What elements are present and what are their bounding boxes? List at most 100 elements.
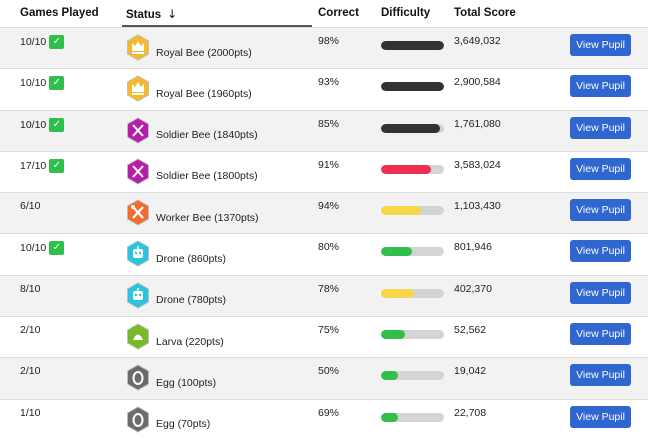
difficulty-bar-fill bbox=[381, 164, 431, 174]
games-played-cell: 1/10 bbox=[20, 407, 40, 419]
correct-value: 69% bbox=[318, 406, 340, 419]
header-games-played[interactable]: Games Played bbox=[20, 7, 99, 19]
games-played-value: 1/10 bbox=[20, 406, 41, 419]
total-score-value: 402,370 bbox=[454, 282, 492, 295]
correct-value: 93% bbox=[318, 76, 340, 89]
difficulty-bar-fill bbox=[381, 123, 441, 133]
view-pupil-button[interactable]: View Pupil bbox=[570, 157, 631, 180]
table-row: 1/10 Egg (70pts) 69% 22,708 View Pupil bbox=[0, 398, 648, 440]
table-body: 10/10 ✓ Royal Bee (2000pts) 98% 3,649,032 Vie… bbox=[0, 27, 648, 440]
total-score-value: 2,900,584 bbox=[454, 76, 501, 89]
view-pupil-button[interactable]: View Pupil bbox=[570, 240, 631, 263]
difficulty-bar bbox=[381, 123, 444, 133]
view-pupil-button[interactable]: View Pupil bbox=[570, 281, 631, 304]
view-pupil-button[interactable]: View Pupil bbox=[570, 34, 631, 56]
difficulty-bar-fill bbox=[381, 41, 444, 50]
games-played-value: 2/10 bbox=[20, 324, 41, 337]
difficulty-bar bbox=[381, 247, 444, 257]
status-label: Worker Bee (1370pts) bbox=[156, 211, 259, 224]
header-difficulty[interactable]: Difficulty bbox=[381, 7, 431, 19]
status-label: Soldier Bee (1840pts) bbox=[156, 129, 258, 142]
table-row: 10/10 ✓ Drone (860pts) 80% 801,946 View Pupil bbox=[0, 233, 648, 274]
table-row: 10/10 ✓ Royal Bee (1960pts) 93% 2,900,584 Vie… bbox=[0, 68, 648, 109]
view-pupil-button[interactable]: View Pupil bbox=[570, 364, 631, 387]
difficulty-bar-fill bbox=[381, 371, 398, 381]
difficulty-bar bbox=[381, 330, 444, 340]
status-cell: Drone (780pts) bbox=[126, 282, 226, 309]
games-played-value: 8/10 bbox=[20, 282, 41, 295]
swords-icon bbox=[127, 117, 149, 144]
view-pupil-button[interactable]: View Pupil bbox=[570, 323, 631, 346]
correct-value: 98% bbox=[318, 35, 340, 47]
games-played-value: 10/10 bbox=[20, 242, 47, 255]
total-score-value: 22,708 bbox=[454, 406, 487, 419]
total-score-value: 52,562 bbox=[454, 324, 487, 337]
status-label: Larva (220pts) bbox=[156, 335, 224, 348]
table-header: Games Played Status ↓ Correct Difficulty … bbox=[0, 0, 648, 27]
egg-icon bbox=[127, 406, 149, 433]
difficulty-bar bbox=[381, 371, 444, 381]
swords-icon bbox=[127, 158, 149, 185]
robot-icon bbox=[127, 282, 149, 309]
status-cell: Drone (860pts) bbox=[126, 240, 227, 268]
table-row: 10/10 ✓ Royal Bee (2000pts) 98% 3,649,032 Vie… bbox=[0, 27, 648, 69]
table-row: 8/10 Drone (780pts) 78% 402,370 View Pupil bbox=[0, 274, 648, 317]
games-played-cell: 10/10 ✓ bbox=[20, 241, 65, 256]
difficulty-bar-fill bbox=[381, 82, 444, 92]
games-played-value: 10/10 bbox=[20, 36, 47, 48]
view-pupil-button[interactable]: View Pupil bbox=[570, 199, 631, 222]
view-pupil-button[interactable]: View Pupil bbox=[570, 116, 631, 139]
total-score-value: 3,649,032 bbox=[454, 35, 501, 47]
arrow-down-icon[interactable]: ↓ bbox=[167, 7, 178, 21]
tools-icon bbox=[127, 199, 149, 226]
games-played-cell: 17/10 ✓ bbox=[20, 158, 65, 173]
total-score-value: 3,583,024 bbox=[454, 158, 501, 171]
total-score-value: 19,042 bbox=[454, 365, 487, 378]
difficulty-bar bbox=[381, 412, 444, 422]
view-pupil-button[interactable]: View Pupil bbox=[570, 75, 631, 98]
status-label: Royal Bee (1960pts) bbox=[156, 87, 252, 100]
check-icon: ✓ bbox=[49, 76, 65, 91]
difficulty-bar bbox=[381, 41, 444, 50]
table-row: 17/10 ✓ Soldier Bee (1800pts) 91% 3,583,024 V… bbox=[0, 150, 648, 192]
games-played-cell: 10/10 ✓ bbox=[20, 76, 65, 91]
correct-value: 75% bbox=[318, 324, 340, 337]
status-cell: Egg (100pts) bbox=[126, 364, 216, 391]
correct-value: 80% bbox=[318, 241, 340, 254]
check-icon: ✓ bbox=[49, 117, 65, 132]
status-label: Soldier Bee (1800pts) bbox=[156, 170, 258, 183]
status-label: Drone (860pts) bbox=[156, 252, 227, 265]
difficulty-bar-fill bbox=[381, 206, 421, 216]
status-label: Egg (100pts) bbox=[156, 376, 217, 389]
header-correct[interactable]: Correct bbox=[318, 7, 359, 19]
difficulty-bar bbox=[381, 164, 444, 174]
header-status-label[interactable]: Status bbox=[126, 9, 162, 21]
total-score-value: 801,946 bbox=[454, 241, 492, 254]
difficulty-bar-fill bbox=[381, 412, 398, 422]
correct-value: 50% bbox=[318, 365, 340, 378]
status-cell: Soldier Bee (1800pts) bbox=[126, 158, 258, 185]
status-cell: Worker Bee (1370pts) bbox=[126, 199, 259, 226]
status-cell: Egg (70pts) bbox=[126, 406, 210, 433]
total-score-value: 1,761,080 bbox=[454, 117, 501, 130]
games-played-value: 10/10 bbox=[20, 77, 47, 90]
check-icon: ✓ bbox=[49, 158, 65, 173]
games-played-value: 6/10 bbox=[20, 200, 41, 213]
crown-icon bbox=[127, 34, 149, 61]
games-played-cell: 2/10 bbox=[20, 324, 40, 336]
status-cell: Soldier Bee (1840pts) bbox=[126, 117, 258, 144]
view-pupil-button[interactable]: View Pupil bbox=[570, 405, 631, 428]
difficulty-bar bbox=[381, 82, 444, 92]
crown-icon bbox=[127, 75, 149, 102]
games-played-value: 17/10 bbox=[20, 159, 47, 172]
status-cell: Royal Bee (1960pts) bbox=[126, 75, 252, 102]
status-label: Egg (70pts) bbox=[156, 418, 211, 431]
games-played-cell: 8/10 bbox=[20, 283, 40, 295]
header-status[interactable]: Status ↓ bbox=[126, 7, 177, 21]
robot-icon bbox=[127, 240, 149, 268]
correct-value: 91% bbox=[318, 158, 340, 171]
header-total-score[interactable]: Total Score bbox=[454, 7, 516, 19]
difficulty-bar bbox=[381, 206, 444, 216]
difficulty-bar-fill bbox=[381, 247, 412, 257]
